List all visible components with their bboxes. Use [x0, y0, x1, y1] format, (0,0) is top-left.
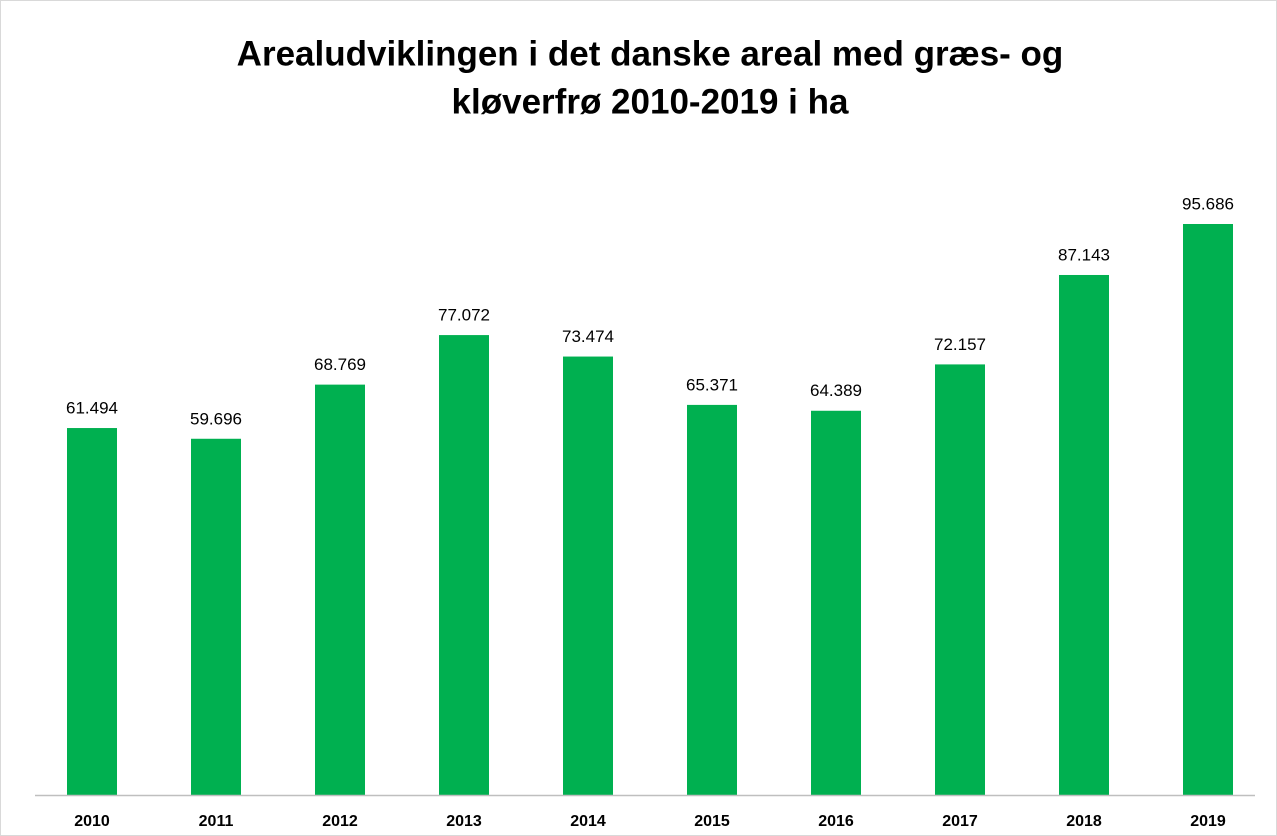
data-label: 61.494: [66, 399, 118, 418]
data-label: 95.686: [1182, 194, 1234, 213]
chart-title: kløverfrø 2010-2019 i ha: [452, 82, 849, 121]
bar: [439, 335, 489, 795]
x-tick-label: 2010: [74, 813, 110, 830]
bar: [67, 428, 117, 795]
bar: [687, 404, 737, 795]
chart-title: Arealudviklingen i det danske areal med …: [237, 34, 1064, 73]
bar: [811, 410, 861, 795]
bar: [315, 384, 365, 795]
bar: [1059, 274, 1109, 795]
x-tick-label: 2019: [1190, 813, 1226, 830]
data-label: 72.157: [934, 335, 986, 354]
data-label: 65.371: [686, 375, 738, 394]
data-label: 77.072: [438, 306, 490, 325]
x-tick-label: 2017: [942, 813, 978, 830]
data-label: 87.143: [1058, 245, 1110, 264]
data-label: 64.389: [810, 381, 862, 400]
bar: [563, 356, 613, 795]
x-tick-label: 2013: [446, 813, 482, 830]
bar: [1183, 224, 1233, 795]
x-tick-label: 2015: [694, 813, 730, 830]
bar: [935, 364, 985, 795]
data-label: 59.696: [190, 409, 242, 428]
data-label: 73.474: [562, 327, 614, 346]
x-tick-label: 2016: [818, 813, 854, 830]
x-tick-label: 2011: [199, 813, 234, 830]
x-tick-label: 2012: [322, 813, 358, 830]
x-tick-label: 2014: [570, 813, 606, 830]
bar: [191, 438, 241, 795]
x-tick-label: 2018: [1066, 813, 1102, 830]
data-label: 68.769: [314, 355, 366, 374]
